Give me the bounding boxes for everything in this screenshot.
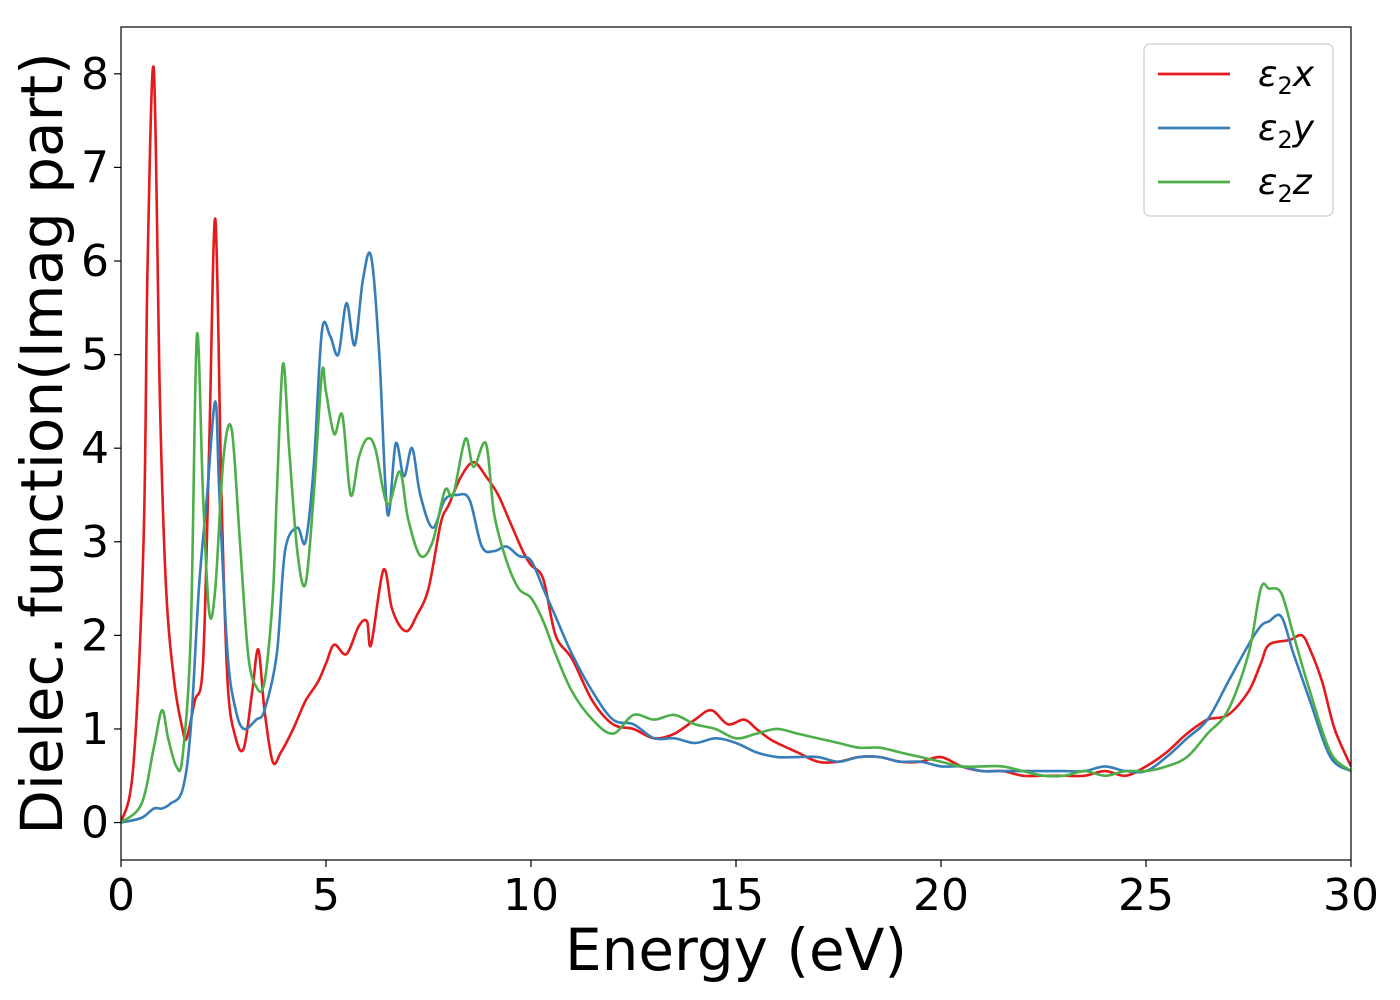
legend-label-subscript: 2 [1277, 72, 1292, 100]
y-axis-label: Dielec. function(Imag part) [8, 52, 76, 835]
legend-label-epsilon: ε [1258, 54, 1277, 95]
x-tick-label: 5 [312, 870, 340, 921]
y-tick-label: 0 [81, 798, 109, 849]
legend-label-variable: z [1292, 162, 1313, 203]
legend-label-variable: x [1292, 54, 1315, 95]
legend-label-subscript: 2 [1277, 126, 1292, 154]
y-tick-label: 7 [81, 142, 109, 193]
legend-box [1143, 43, 1334, 217]
x-tick-label: 0 [107, 870, 135, 921]
x-tick-label: 20 [913, 870, 969, 921]
series-line-y [121, 251, 1351, 824]
y-tick-label: 8 [81, 49, 109, 100]
legend-label-variable: y [1292, 108, 1315, 149]
y-tick-label: 1 [81, 704, 109, 755]
series-line-x [121, 65, 1351, 823]
y-axis-ticks: 0 1 2 3 4 5 6 7 8 [81, 49, 121, 849]
x-tick-label: 15 [708, 870, 764, 921]
legend-label-epsilon: ε [1258, 162, 1277, 203]
y-tick-label: 3 [81, 517, 109, 568]
legend-label-subscript: 2 [1277, 180, 1292, 208]
y-tick-label: 5 [81, 330, 109, 381]
y-tick-label: 2 [81, 610, 109, 661]
x-tick-label: 30 [1323, 870, 1379, 921]
legend-label-y: ε2y [1258, 108, 1315, 154]
legend-label-z: ε2z [1258, 162, 1313, 208]
series-line-z [121, 331, 1351, 824]
legend-label-epsilon: ε [1258, 108, 1277, 149]
y-tick-label: 6 [81, 236, 109, 287]
x-tick-label: 25 [1118, 870, 1174, 921]
x-axis-ticks: 0 5 10 15 20 25 30 [107, 860, 1379, 921]
legend-label-x: ε2x [1258, 54, 1315, 100]
x-tick-label: 10 [503, 870, 559, 921]
y-tick-label: 4 [81, 423, 109, 474]
series-group [121, 65, 1351, 824]
x-axis-label: Energy (eV) [565, 916, 907, 984]
